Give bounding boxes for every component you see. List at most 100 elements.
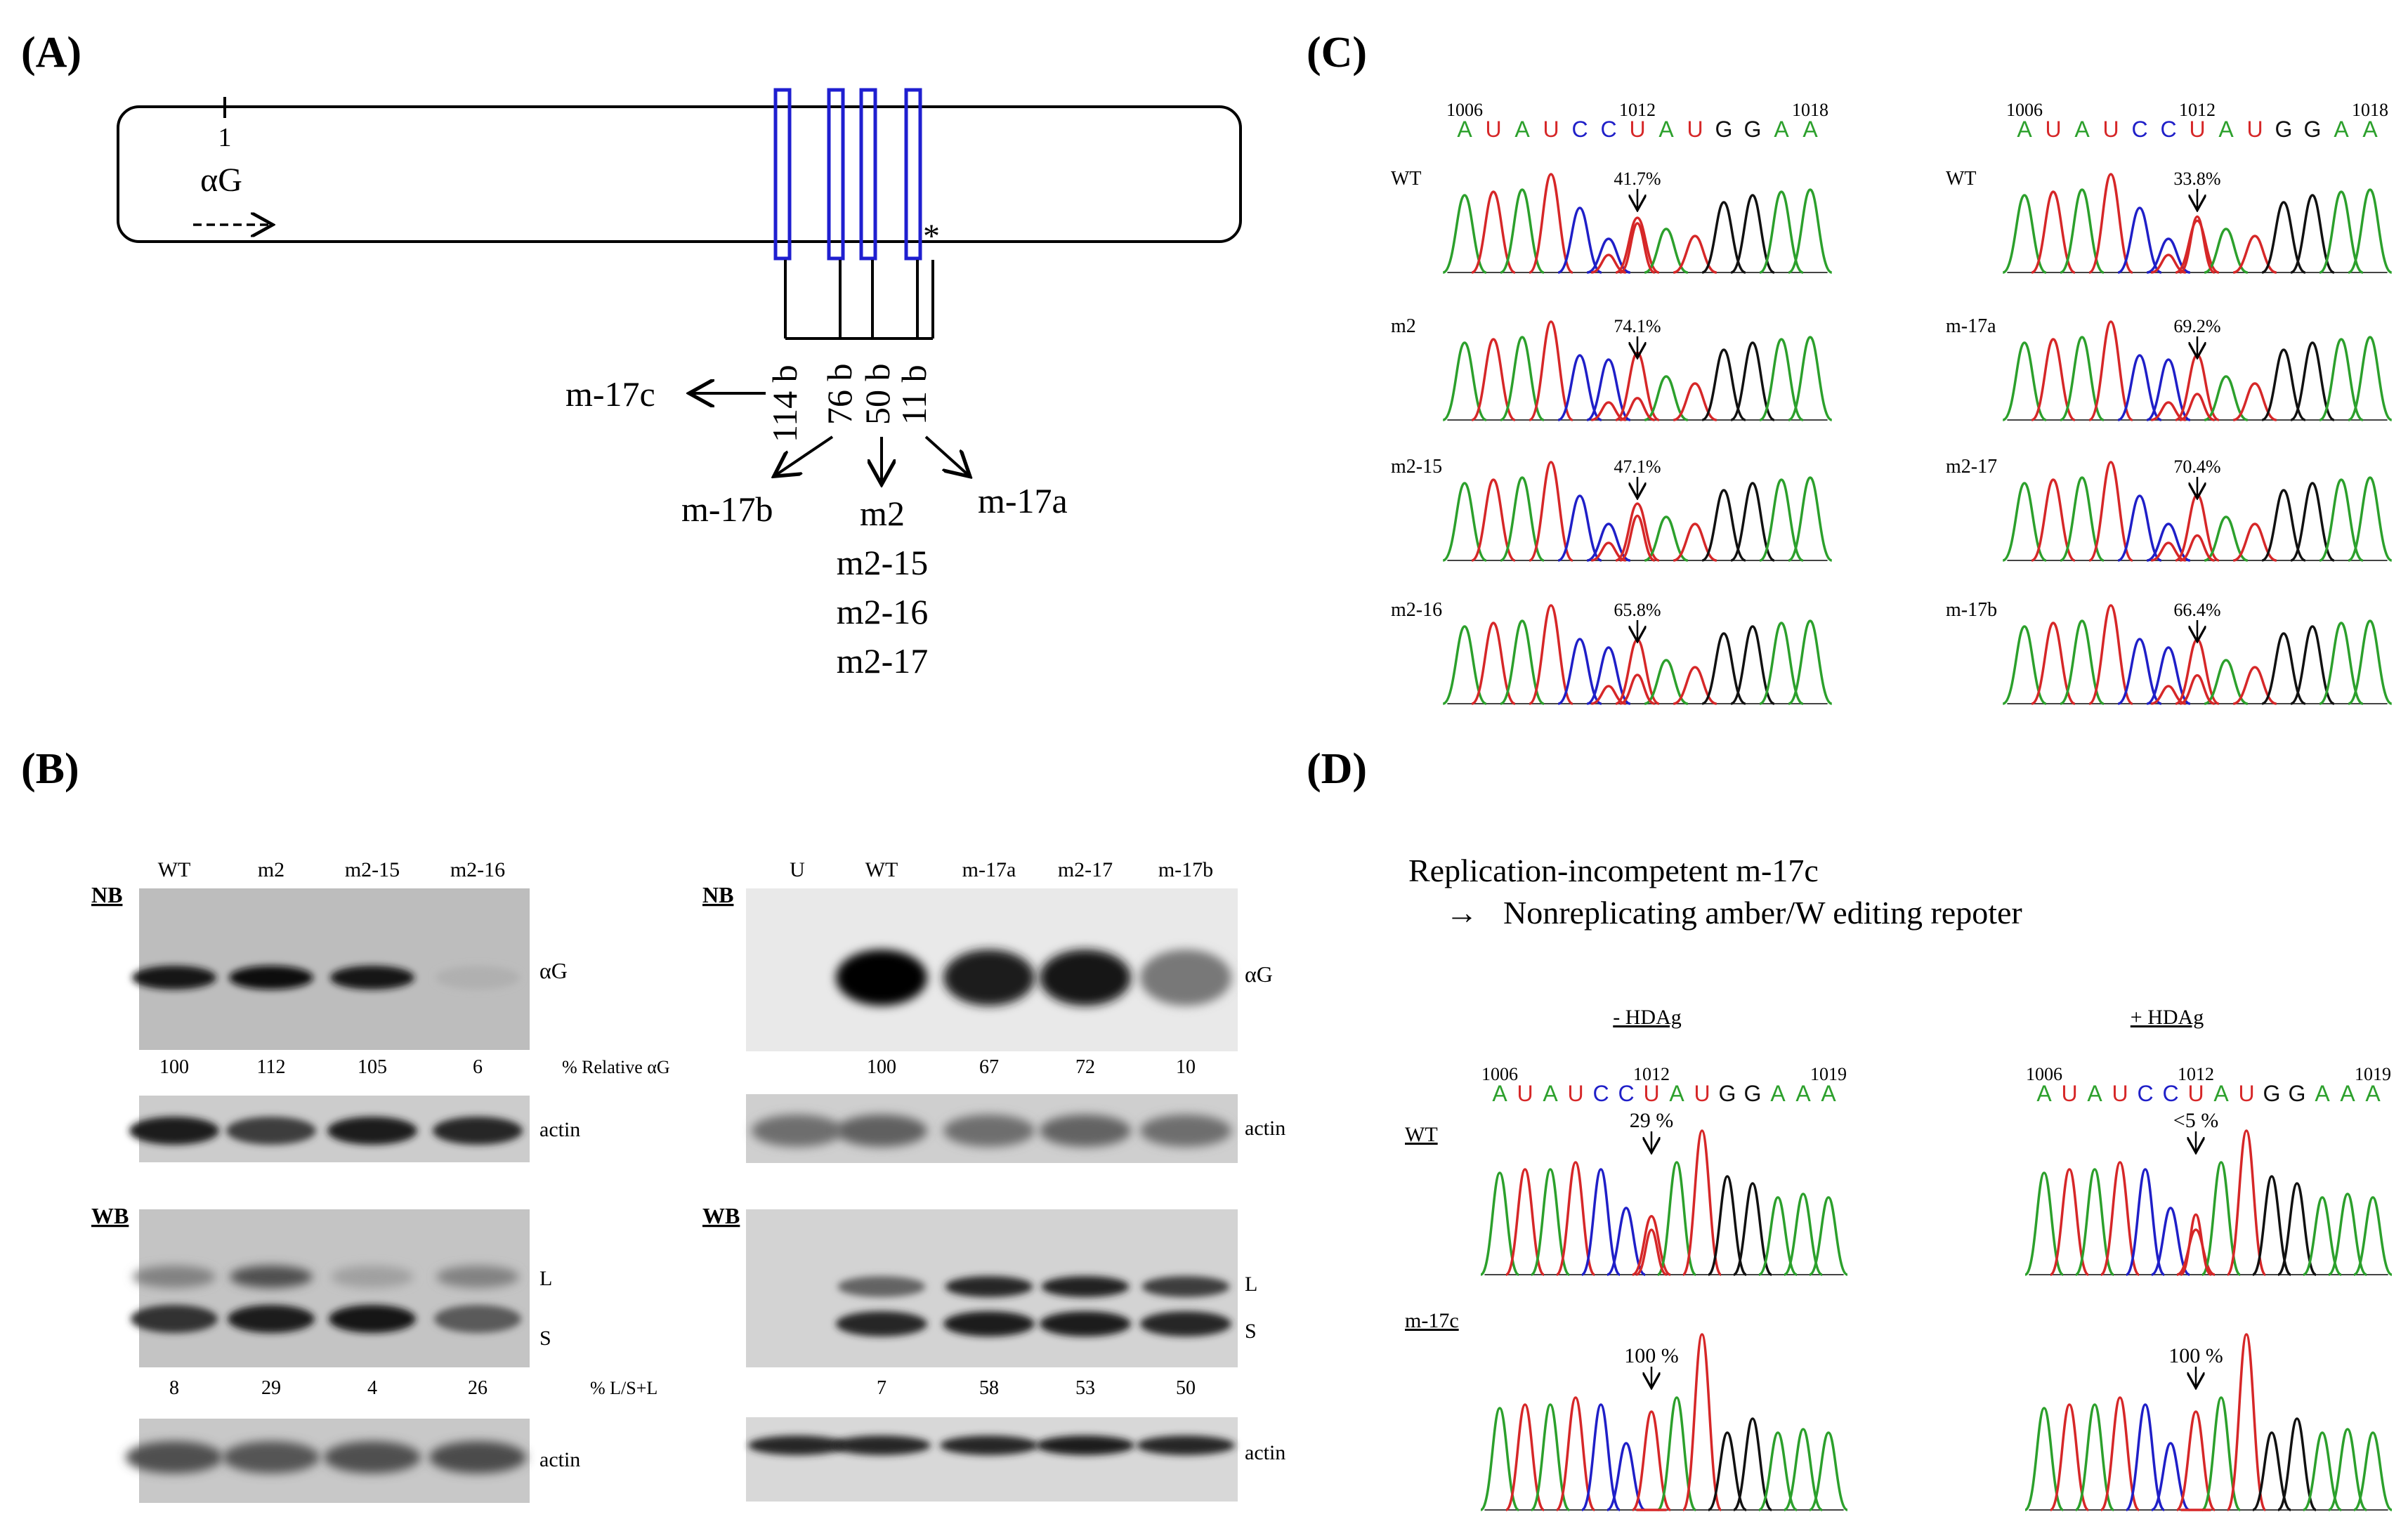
base-letter: A [1802, 117, 1818, 142]
base-letter: A [2334, 117, 2349, 142]
actin-label: actin [1245, 1441, 1285, 1464]
editing-percent: 100 % [1624, 1344, 1679, 1367]
trace-peak [2031, 622, 2076, 705]
trace-peak [1555, 1396, 1596, 1511]
trace-peak [2261, 489, 2306, 562]
trace-peak [1701, 489, 1746, 562]
editing-percent: 65.8% [1614, 600, 1661, 620]
trace-peak [2179, 215, 2216, 274]
trace-peak [1607, 1207, 1646, 1276]
trace-peak [1784, 1428, 1823, 1511]
lane-label: WT [158, 858, 191, 881]
blot-band [1140, 1311, 1231, 1336]
trace-peak [2261, 632, 2306, 705]
panel-label-c: (C) [1307, 29, 1367, 77]
wb-bands-right [836, 1276, 1231, 1336]
sample-label: WT [1391, 168, 1422, 190]
trace-peak [2075, 1168, 2114, 1276]
reporter-line-1: Replication-incompetent m-17c [1408, 853, 1819, 888]
blot-band [1140, 950, 1231, 1006]
base-letter: G [2304, 117, 2322, 142]
blot-band [1040, 1115, 1131, 1147]
blot-band [133, 1266, 216, 1288]
trace-peak [2060, 188, 2105, 274]
base-letter: C [2162, 1081, 2178, 1106]
base-letter: A [2213, 1081, 2229, 1106]
base-letter: A [1492, 1081, 1507, 1106]
trace-peak [2232, 523, 2277, 562]
blot-band [126, 1441, 223, 1473]
trace-peak [2179, 534, 2216, 562]
trace-peak [1619, 222, 1656, 274]
actin-bands-left [129, 1117, 523, 1145]
lane-label: m-17b [1158, 858, 1213, 881]
trace-peak [2204, 228, 2249, 274]
sample-label: m-17b [1946, 599, 1997, 621]
trace-peak [2060, 476, 2105, 562]
base-letter: U [2045, 117, 2061, 142]
trace-peak [2179, 393, 2216, 421]
panel-label-b: (B) [21, 745, 79, 793]
trace-peak [1591, 685, 1626, 705]
relative-value: 100 [867, 1056, 896, 1078]
trace-peak [2117, 206, 2162, 274]
trace-peak [2002, 194, 2047, 274]
trace-peak [2261, 201, 2306, 274]
actin-label: actin [1245, 1117, 1285, 1140]
trace-peak [1529, 461, 1573, 562]
trace-peak [2204, 659, 2249, 705]
base-letter: A [1821, 1081, 1836, 1106]
trace-peak [2348, 619, 2393, 705]
base-letter: C [1571, 117, 1588, 142]
trace-peak [2088, 604, 2133, 705]
trace-peak [2319, 622, 2364, 705]
position-number: 1018 [1792, 100, 1828, 120]
base-letter: C [2137, 1081, 2153, 1106]
trace-peak [2151, 1207, 2190, 1276]
trace-peak [2146, 358, 2191, 421]
trace-peak [2151, 541, 2186, 562]
base-letter: A [2340, 1081, 2355, 1106]
trace-peak [1480, 1171, 1519, 1276]
relative-ag-label: % Relative αG [562, 1057, 670, 1077]
trace-peak [1809, 1431, 1848, 1511]
base-letter: A [2315, 1081, 2330, 1106]
base-letter: A [2365, 1081, 2381, 1106]
editing-percent: 69.2% [2173, 316, 2220, 336]
trace-peak [2252, 1431, 2291, 1511]
trace-peak [2348, 188, 2393, 274]
trace-peak [1733, 1417, 1772, 1511]
blot-band [434, 1305, 521, 1333]
actin-label: actin [539, 1448, 580, 1471]
blot-band [1040, 1311, 1131, 1336]
position-number: 1012 [1633, 1064, 1670, 1084]
trace-peak [1591, 541, 1626, 562]
blot-band [943, 1115, 1035, 1147]
base-letter: G [1715, 117, 1733, 142]
blot-band [752, 1115, 843, 1147]
base-letter: C [1592, 1081, 1609, 1106]
wb-blot-left [139, 1209, 530, 1367]
reporter-arrow: → [1446, 895, 1478, 931]
trace-peak [2303, 1196, 2342, 1276]
ag-band-label: αG [539, 958, 568, 983]
blot-band [1137, 1435, 1235, 1455]
nb-bands-right [836, 950, 1231, 1006]
base-letter: G [2275, 117, 2293, 142]
blot-band [132, 966, 216, 990]
relative-value: 112 [257, 1056, 286, 1078]
ls-label: % L/S+L [590, 1378, 657, 1398]
blot-band [329, 1305, 416, 1333]
trace-peak [2277, 1417, 2317, 1511]
trace-peak [2204, 515, 2249, 562]
mutant-arrows [692, 393, 968, 482]
trace-peak [1615, 216, 1660, 274]
row-m17c-label: m-17c [1405, 1309, 1459, 1332]
trace-peak [1635, 1228, 1668, 1276]
trace-peak [2179, 673, 2216, 705]
trace-peak [1471, 478, 1516, 562]
ag-label: αG [200, 162, 242, 199]
sample-label: WT [1946, 168, 1977, 190]
trace-peak [1471, 622, 1516, 705]
